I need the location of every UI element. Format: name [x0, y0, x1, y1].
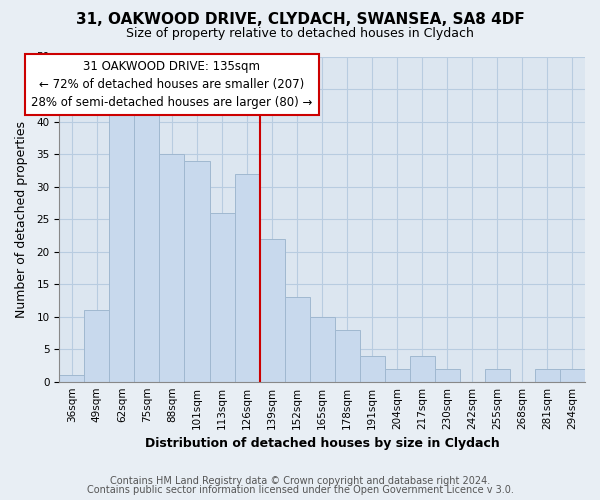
Bar — [260, 238, 284, 382]
Text: Size of property relative to detached houses in Clydach: Size of property relative to detached ho… — [126, 28, 474, 40]
Bar — [335, 330, 360, 382]
Text: Contains HM Land Registry data © Crown copyright and database right 2024.: Contains HM Land Registry data © Crown c… — [110, 476, 490, 486]
Bar — [360, 356, 385, 382]
Text: Contains public sector information licensed under the Open Government Licence v : Contains public sector information licen… — [86, 485, 514, 495]
Text: 31 OAKWOOD DRIVE: 135sqm
← 72% of detached houses are smaller (207)
28% of semi-: 31 OAKWOOD DRIVE: 135sqm ← 72% of detach… — [31, 60, 313, 109]
Bar — [85, 310, 109, 382]
X-axis label: Distribution of detached houses by size in Clydach: Distribution of detached houses by size … — [145, 437, 500, 450]
Bar — [535, 368, 560, 382]
Bar — [435, 368, 460, 382]
Bar — [385, 368, 410, 382]
Bar — [310, 316, 335, 382]
Y-axis label: Number of detached properties: Number of detached properties — [15, 120, 28, 318]
Bar — [59, 375, 85, 382]
Text: 31, OAKWOOD DRIVE, CLYDACH, SWANSEA, SA8 4DF: 31, OAKWOOD DRIVE, CLYDACH, SWANSEA, SA8… — [76, 12, 524, 28]
Bar — [134, 115, 160, 382]
Bar — [109, 115, 134, 382]
Bar — [560, 368, 585, 382]
Bar — [235, 174, 260, 382]
Bar — [410, 356, 435, 382]
Bar — [160, 154, 184, 382]
Bar — [284, 297, 310, 382]
Bar — [209, 212, 235, 382]
Bar — [184, 160, 209, 382]
Bar — [485, 368, 510, 382]
